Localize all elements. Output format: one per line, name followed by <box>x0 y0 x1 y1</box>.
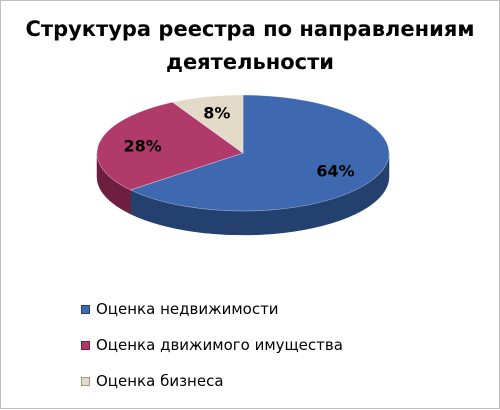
data-label-real-estate: 64% <box>316 161 354 180</box>
legend-swatch <box>81 376 90 386</box>
pie-labels: 64% 28% 8% <box>123 104 354 181</box>
legend: Оценка недвижимости Оценка движимого иму… <box>81 291 343 399</box>
pie-slice-real-estate <box>129 94 390 212</box>
legend-item-movable-property: Оценка движимого имущества <box>81 327 343 363</box>
pie-tops <box>96 94 390 212</box>
legend-item-business: Оценка бизнеса <box>81 363 343 399</box>
data-label-movable-property: 28% <box>123 136 161 155</box>
legend-item-real-estate: Оценка недвижимости <box>81 291 343 327</box>
pie-slice-business <box>171 94 244 154</box>
legend-label: Оценка движимого имущества <box>96 336 343 354</box>
legend-label: Оценка недвижимости <box>96 300 279 318</box>
legend-swatch <box>81 340 90 350</box>
legend-label: Оценка бизнеса <box>96 372 224 390</box>
pie-slice-movable-property <box>96 101 244 191</box>
data-label-business: 8% <box>203 104 230 123</box>
legend-swatch <box>81 304 90 314</box>
chart-title: Структура реестра по направлениям деятел… <box>25 17 475 74</box>
